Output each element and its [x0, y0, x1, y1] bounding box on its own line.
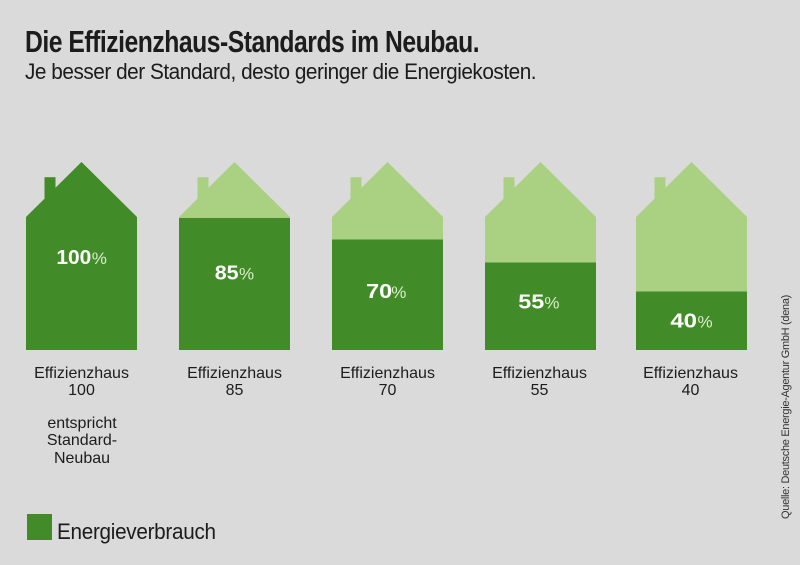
svg-text:%: %: [697, 312, 712, 331]
svg-text:%: %: [391, 283, 406, 302]
svg-text:%: %: [239, 264, 254, 283]
svg-text:100: 100: [56, 246, 91, 268]
svg-text:85: 85: [215, 262, 239, 284]
svg-text:%: %: [92, 249, 107, 268]
svg-text:55: 55: [518, 290, 544, 313]
svg-text:40: 40: [670, 309, 697, 332]
svg-text:70: 70: [366, 279, 392, 302]
svg-text:%: %: [544, 294, 559, 313]
